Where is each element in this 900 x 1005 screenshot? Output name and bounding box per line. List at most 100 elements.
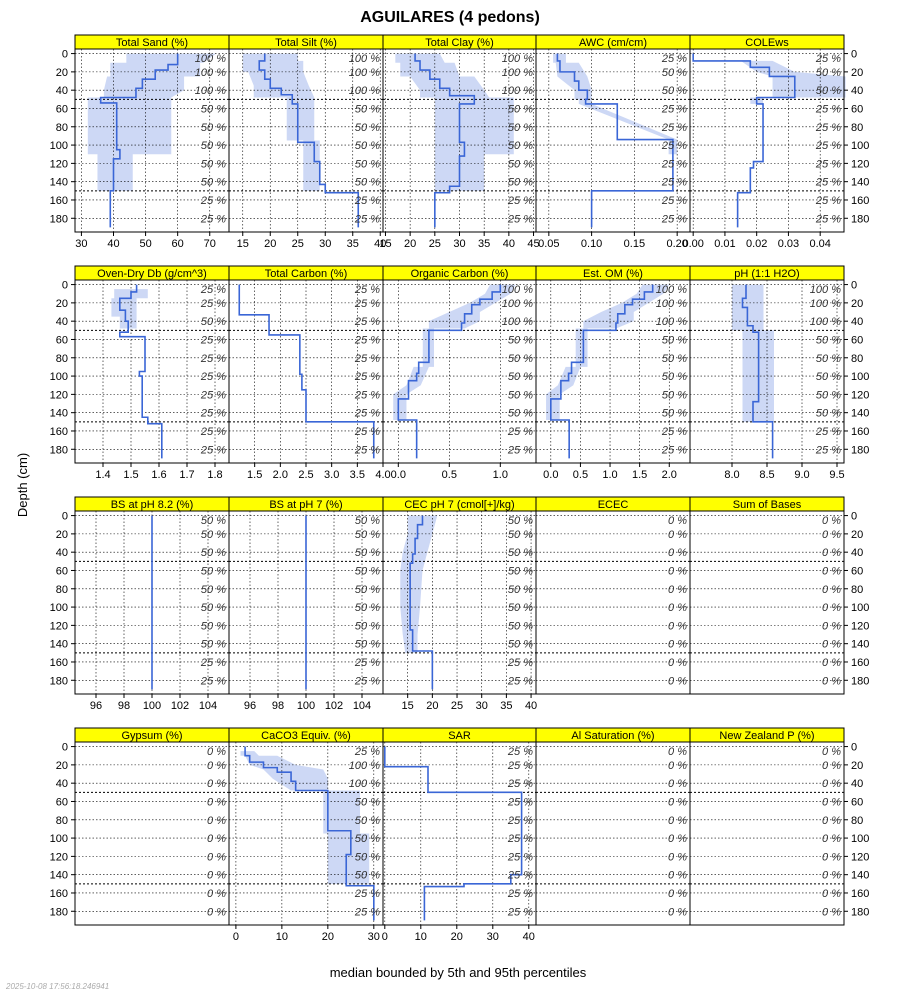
coverage-label: 50 % — [662, 389, 687, 401]
coverage-label: 25 % — [507, 796, 533, 808]
coverage-label: 0 % — [822, 584, 841, 596]
coverage-label: 25 % — [661, 140, 687, 152]
y-tick-label: 40 — [56, 778, 68, 790]
coverage-label: 0 % — [668, 529, 687, 541]
y-tick-label: 0 — [62, 49, 68, 61]
x-tick-label: 2.0 — [662, 469, 677, 481]
x-tick-label: 35 — [478, 238, 490, 250]
coverage-label: 50 % — [508, 515, 533, 527]
grid — [690, 49, 844, 232]
panel: Gypsum (%) 0 % 0 % 0 % 0 % 0 % 0 % 0 % 0 % 0 % 0 %… — [50, 727, 230, 926]
panel: Total Sand (%) 100 % 100 % 100 % 50 % 50 % 50 … — [50, 34, 230, 250]
coverage-label: 100 % — [349, 85, 380, 97]
panel-title: Total Clay (%) — [425, 37, 493, 49]
x-tick-label: 0.5 — [573, 469, 588, 481]
coverage-label: 50 % — [508, 529, 533, 541]
grid — [690, 515, 844, 681]
x-tick-label: 70 — [204, 238, 216, 250]
y-tick-label: 100 — [851, 602, 869, 614]
coverage-label: 0 % — [207, 888, 226, 900]
y-tick-label: 40 — [56, 316, 68, 328]
panel-frame — [689, 741, 845, 926]
grid — [536, 515, 690, 681]
panel-title: SAR — [448, 730, 471, 742]
panel: CaCO3 Equiv. (%)25 %100 %100 %50 %50 %50… — [228, 727, 384, 943]
coverage-label: 25 % — [661, 213, 687, 225]
coverage-label: 100 % — [502, 53, 533, 65]
coverage-label: 50 % — [508, 103, 533, 115]
x-tick-label: 25 — [429, 238, 441, 250]
x-tick-label: 40 — [107, 238, 119, 250]
coverage-label: 50 % — [201, 620, 226, 632]
coverage-label: 0 % — [668, 888, 687, 900]
coverage-label: 50 % — [816, 371, 841, 383]
coverage-label: 0 % — [207, 870, 226, 882]
coverage-label: 50 % — [201, 639, 226, 651]
coverage-label: 100 % — [502, 284, 533, 296]
y-tick-label: 20 — [56, 298, 68, 310]
x-tick-label: 0.10 — [581, 238, 602, 250]
y-axis-label: Depth (cm) — [15, 453, 30, 517]
coverage-label: 50 % — [508, 389, 533, 401]
x-tick-label: 98 — [118, 700, 130, 712]
y-tick-label: 0 — [851, 49, 857, 61]
coverage-label: 0 % — [822, 639, 841, 651]
timestamp: 2025-10-08 17:56:18.246941 — [5, 982, 109, 991]
x-tick-label: 45 — [527, 238, 539, 250]
median-line — [258, 53, 360, 228]
y-tick-label: 120 — [50, 620, 68, 632]
coverage-label: 100 % — [502, 316, 533, 328]
x-tick-label: 1.0 — [602, 469, 617, 481]
coverage-label: 50 % — [201, 515, 226, 527]
y-tick-label: 180 — [50, 675, 68, 687]
grid — [536, 280, 690, 463]
coverage-label: 25 % — [507, 870, 533, 882]
panel-frame — [689, 510, 845, 695]
coverage-label: 0 % — [668, 870, 687, 882]
coverage-label: 25 % — [815, 213, 841, 225]
x-tick-label: 25 — [292, 238, 304, 250]
median-line — [119, 284, 163, 459]
coverage-label: 50 % — [355, 639, 380, 651]
median-line — [741, 284, 774, 459]
coverage-label: 25 % — [354, 444, 380, 456]
y-tick-label: 0 — [62, 280, 68, 292]
panel-title: Gypsum (%) — [121, 730, 182, 742]
coverage-label: 50 % — [201, 177, 226, 189]
coverage-label: 25 % — [200, 657, 226, 669]
x-tick-label: 3.0 — [324, 469, 339, 481]
y-tick-label: 140 — [50, 870, 68, 882]
coverage-label: 25 % — [507, 675, 533, 687]
x-tick-label: 0.05 — [538, 238, 559, 250]
coverage-label: 50 % — [816, 389, 841, 401]
coverage-label: 25 % — [815, 53, 841, 65]
y-tick-label: 180 — [851, 213, 869, 225]
median-line — [556, 53, 674, 228]
coverage-label: 25 % — [354, 371, 380, 383]
x-tick-label: 50 — [139, 238, 151, 250]
grid — [383, 511, 536, 694]
coverage-label: 100 % — [349, 53, 380, 65]
panel-title: COLEws — [745, 37, 789, 49]
y-tick-label: 20 — [56, 67, 68, 79]
coverage-label: 50 % — [355, 103, 380, 115]
coverage-label: 25 % — [661, 444, 687, 456]
percentile-band — [732, 284, 774, 422]
coverage-label: 25 % — [507, 906, 533, 918]
percentile-band — [395, 53, 514, 191]
y-tick-label: 80 — [851, 584, 863, 596]
y-tick-label: 0 — [851, 742, 857, 754]
median-line — [409, 515, 434, 690]
x-tick-label: 96 — [90, 700, 102, 712]
coverage-label: 0 % — [668, 675, 687, 687]
y-tick-label: 120 — [851, 851, 869, 863]
coverage-label: 50 % — [508, 122, 533, 134]
x-tick-label: 0.04 — [809, 238, 830, 250]
panel-title: BS at pH 8.2 (%) — [111, 499, 194, 511]
x-tick-label: 0.0 — [543, 469, 558, 481]
x-tick-label: 4.0 — [375, 469, 390, 481]
panel: Organic Carbon (%) 100 % 100 % 100 % 50 % 50 … — [382, 265, 537, 481]
x-tick-label: 8.0 — [724, 469, 739, 481]
coverage-label: 100 % — [195, 67, 226, 79]
coverage-label: 50 % — [201, 103, 226, 115]
